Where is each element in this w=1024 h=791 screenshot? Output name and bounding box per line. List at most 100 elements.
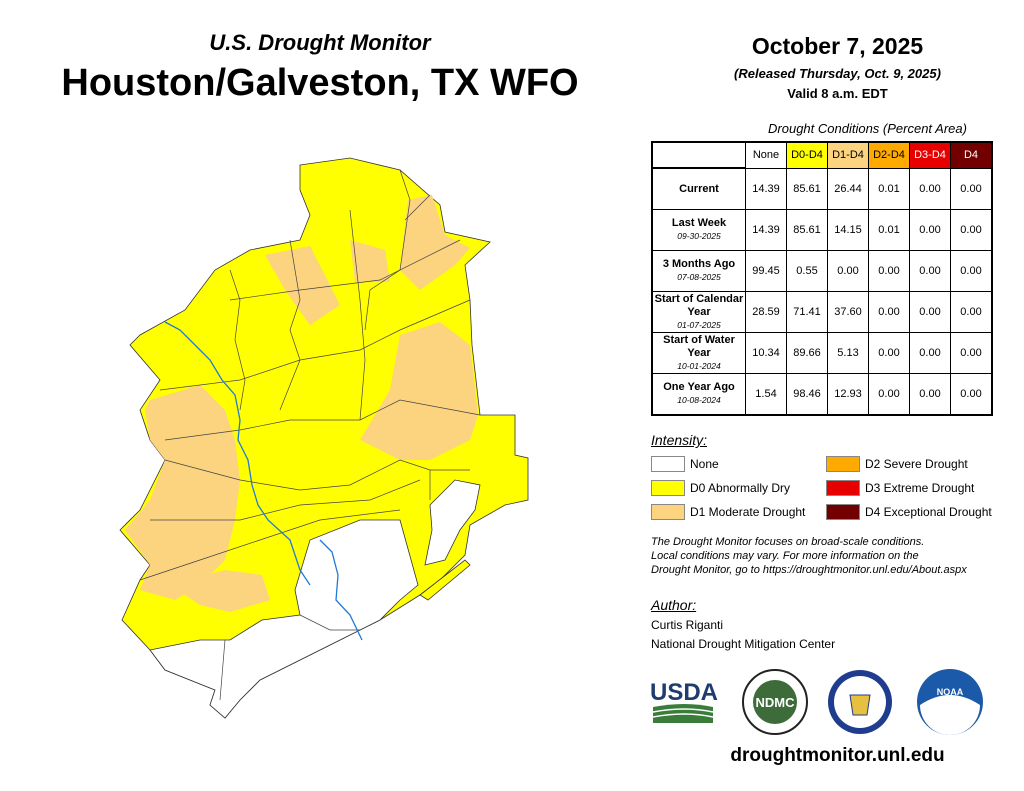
table-cell: 28.59 <box>745 291 787 333</box>
legend-swatch <box>651 456 685 472</box>
row-label: Start of Water Year 10-01-2024 <box>651 332 746 374</box>
row-label-text: Start of Water Year <box>663 333 735 359</box>
row-label-text: Start of Calendar Year <box>654 292 744 318</box>
table-header-row: None D0-D4 D1-D4 D2-D4 D3-D4 D4 <box>652 141 993 169</box>
legend-swatch <box>651 480 685 496</box>
row-date: 07-08-2025 <box>677 272 721 282</box>
usda-logo: USDA <box>650 679 718 723</box>
page-title: Houston/Galveston, TX WFO <box>61 62 579 104</box>
row-label: 3 Months Ago 07-08-2025 <box>651 250 746 292</box>
table-row: Last Week 09-30-2025 14.39 85.61 14.15 0.01 0.… <box>651 209 993 251</box>
legend-swatch <box>651 504 685 520</box>
note-line: Local conditions may vary. For more info… <box>651 550 919 562</box>
table-cell: 26.44 <box>827 167 869 210</box>
table-cell: 0.01 <box>868 167 910 210</box>
column-header: D0-D4 <box>786 141 828 169</box>
table-cell: 5.13 <box>827 332 869 374</box>
table-row: 3 Months Ago 07-08-2025 99.45 0.55 0.00 0.00 0… <box>651 250 993 292</box>
table-cell: 0.00 <box>868 291 910 333</box>
legend-label: D3 Extreme Drought <box>865 481 975 495</box>
legend-label: None <box>690 457 719 471</box>
drought-map <box>119 157 529 719</box>
table-cell: 0.00 <box>909 167 951 210</box>
table-cell: 0.00 <box>950 209 993 251</box>
table-cell: 0.01 <box>868 209 910 251</box>
legend-swatch <box>826 480 860 496</box>
table-row: Current 14.39 85.61 26.44 0.01 0.00 0.00 <box>651 167 993 210</box>
table-cell: 99.45 <box>745 250 787 292</box>
row-label: Current <box>651 167 746 210</box>
subtitle: U.S. Drought Monitor <box>209 30 431 55</box>
table-cell: 37.60 <box>827 291 869 333</box>
row-label: One Year Ago 10-08-2024 <box>651 373 746 416</box>
table-cell: 0.00 <box>950 332 993 374</box>
table-cell: 98.46 <box>786 373 828 416</box>
row-date: 10-08-2024 <box>677 395 721 405</box>
rivers <box>164 321 363 641</box>
table-cell: 0.00 <box>909 291 951 333</box>
table-cell: 12.93 <box>827 373 869 416</box>
row-label: Start of Calendar Year 01-07-2025 <box>651 291 746 333</box>
column-header: D4 <box>950 141 993 169</box>
map-date: October 7, 2025 <box>751 33 924 59</box>
table-row: Start of Water Year 10-01-2024 10.34 89.66 5… <box>651 332 993 374</box>
table-cell: 14.39 <box>745 167 787 210</box>
logos: USDA NDMC NOAA <box>650 669 983 735</box>
table-cell: 85.61 <box>786 209 828 251</box>
column-header: D2-D4 <box>868 141 910 169</box>
svg-text:USDA: USDA <box>650 679 718 706</box>
table-cell: 0.00 <box>868 373 910 416</box>
galveston-bay <box>424 479 481 566</box>
region-d1-north1 <box>265 246 340 325</box>
table-cell: 0.00 <box>868 250 910 292</box>
table-cell: 0.00 <box>909 373 951 416</box>
region-d1-west <box>125 385 240 600</box>
website-url[interactable]: droughtmonitor.unl.edu <box>730 745 945 766</box>
table-cell: 10.34 <box>745 332 787 374</box>
commerce-seal-logo <box>828 670 892 734</box>
release-date: (Released Thursday, Oct. 9, 2025) <box>734 66 941 81</box>
drought-conditions-table: None D0-D4 D1-D4 D2-D4 D3-D4 D4 Current 14.39 85… <box>651 141 993 416</box>
table-caption: Drought Conditions (Percent Area) <box>768 121 967 136</box>
valid-time: Valid 8 a.m. EDT <box>787 86 888 101</box>
legend-label: D4 Exceptional Drought <box>865 505 992 519</box>
table-cell: 14.15 <box>827 209 869 251</box>
table-cell: 0.00 <box>950 291 993 333</box>
row-date: 01-07-2025 <box>677 319 721 330</box>
region-d1-north3 <box>350 240 390 282</box>
row-label-text: Last Week <box>671 217 727 229</box>
region-d1-east <box>360 322 478 460</box>
legend-heading: Intensity: <box>651 432 708 448</box>
legend-swatch <box>826 456 860 472</box>
table-row: Start of Calendar Year 01-07-2025 28.59 71.… <box>651 291 993 333</box>
legend-label: D2 Severe Drought <box>865 457 968 471</box>
row-label: Last Week 09-30-2025 <box>651 209 746 251</box>
table-cell: 0.55 <box>786 250 828 292</box>
table-cell: 89.66 <box>786 332 828 374</box>
row-date: 10-01-2024 <box>677 360 721 371</box>
author-name: Curtis Riganti <box>651 618 724 632</box>
row-label-text: One Year Ago <box>663 381 735 393</box>
header-blank <box>652 142 746 169</box>
table-cell: 14.39 <box>745 209 787 251</box>
region-d1-southwest <box>170 570 270 612</box>
disclaimer-note: The Drought Monitor focuses on broad-sca… <box>651 535 967 577</box>
row-date: 09-30-2025 <box>677 231 721 241</box>
legend-swatch <box>826 504 860 520</box>
county-borders <box>139 169 481 701</box>
table-cell: 1.54 <box>745 373 787 416</box>
table-cell: 0.00 <box>909 209 951 251</box>
author-heading: Author: <box>651 597 697 613</box>
region-none <box>149 519 419 719</box>
svg-text:NDMC: NDMC <box>756 695 796 710</box>
region-d1-north2 <box>400 195 470 290</box>
note-line: Drought Monitor, go to https://droughtmo… <box>651 564 967 576</box>
legend-label: D1 Moderate Drought <box>690 505 806 519</box>
column-header: None <box>745 141 787 169</box>
table-cell: 0.00 <box>950 373 993 416</box>
ndmc-logo: NDMC <box>742 669 808 735</box>
row-label-text: Current <box>679 182 719 195</box>
table-cell: 0.00 <box>909 250 951 292</box>
galveston-island <box>419 559 471 601</box>
